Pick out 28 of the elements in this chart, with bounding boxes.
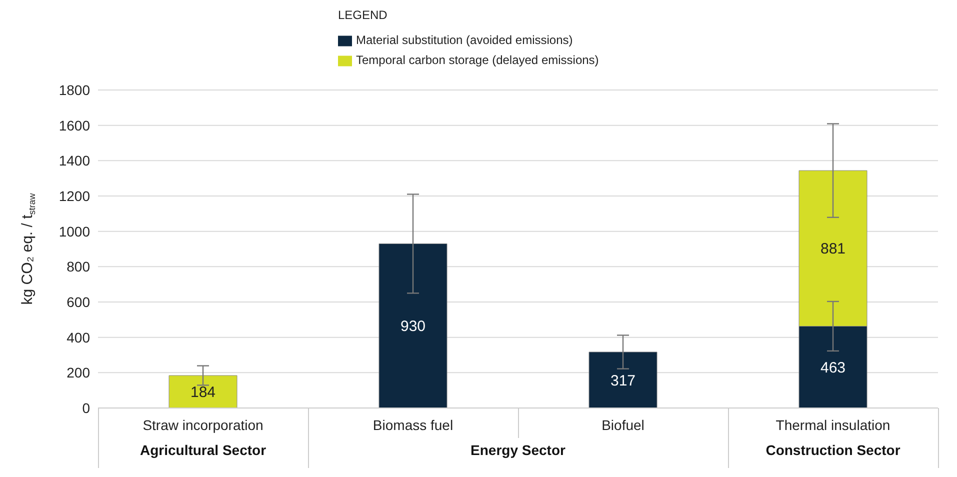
y-tick-label: 1600: [58, 117, 90, 134]
data-label: 881: [820, 240, 846, 258]
y-tick-label: 1400: [58, 152, 90, 169]
data-label: 184: [190, 384, 216, 402]
y-tick-label: 0: [82, 400, 90, 416]
text: Agricultural Sector: [138, 442, 268, 458]
data-label: 463: [820, 359, 846, 376]
x-tick-label: Biomass fuel: [372, 416, 454, 433]
text: Construction Sector: [764, 442, 902, 458]
data-label: 930: [400, 318, 426, 336]
y-tick-label: 400: [66, 329, 90, 346]
data-label: 317: [610, 372, 636, 390]
y-tick-label: 800: [66, 258, 90, 275]
legend-label: Material substitution (avoided emissions): [356, 33, 573, 47]
x-tick-label: Thermal insulation: [776, 416, 890, 433]
bar: [168, 375, 238, 408]
y-tick-label: 1800: [58, 82, 90, 98]
y-tick-label: 1000: [58, 223, 90, 240]
x-tick-label: Biofuel: [602, 416, 644, 433]
bar: [378, 243, 448, 408]
y-tick-label: 600: [66, 294, 90, 310]
bar: [588, 352, 658, 408]
text: Energy Sector: [470, 442, 566, 458]
y-tick-label: 1200: [58, 188, 90, 204]
x-tick-label: Straw incorporation: [142, 416, 264, 433]
legend-label: Temporal carbon storage (delayed emissions): [356, 53, 599, 67]
y-tick-label: 200: [66, 364, 90, 381]
legend-title: LEGEND: [338, 8, 388, 22]
